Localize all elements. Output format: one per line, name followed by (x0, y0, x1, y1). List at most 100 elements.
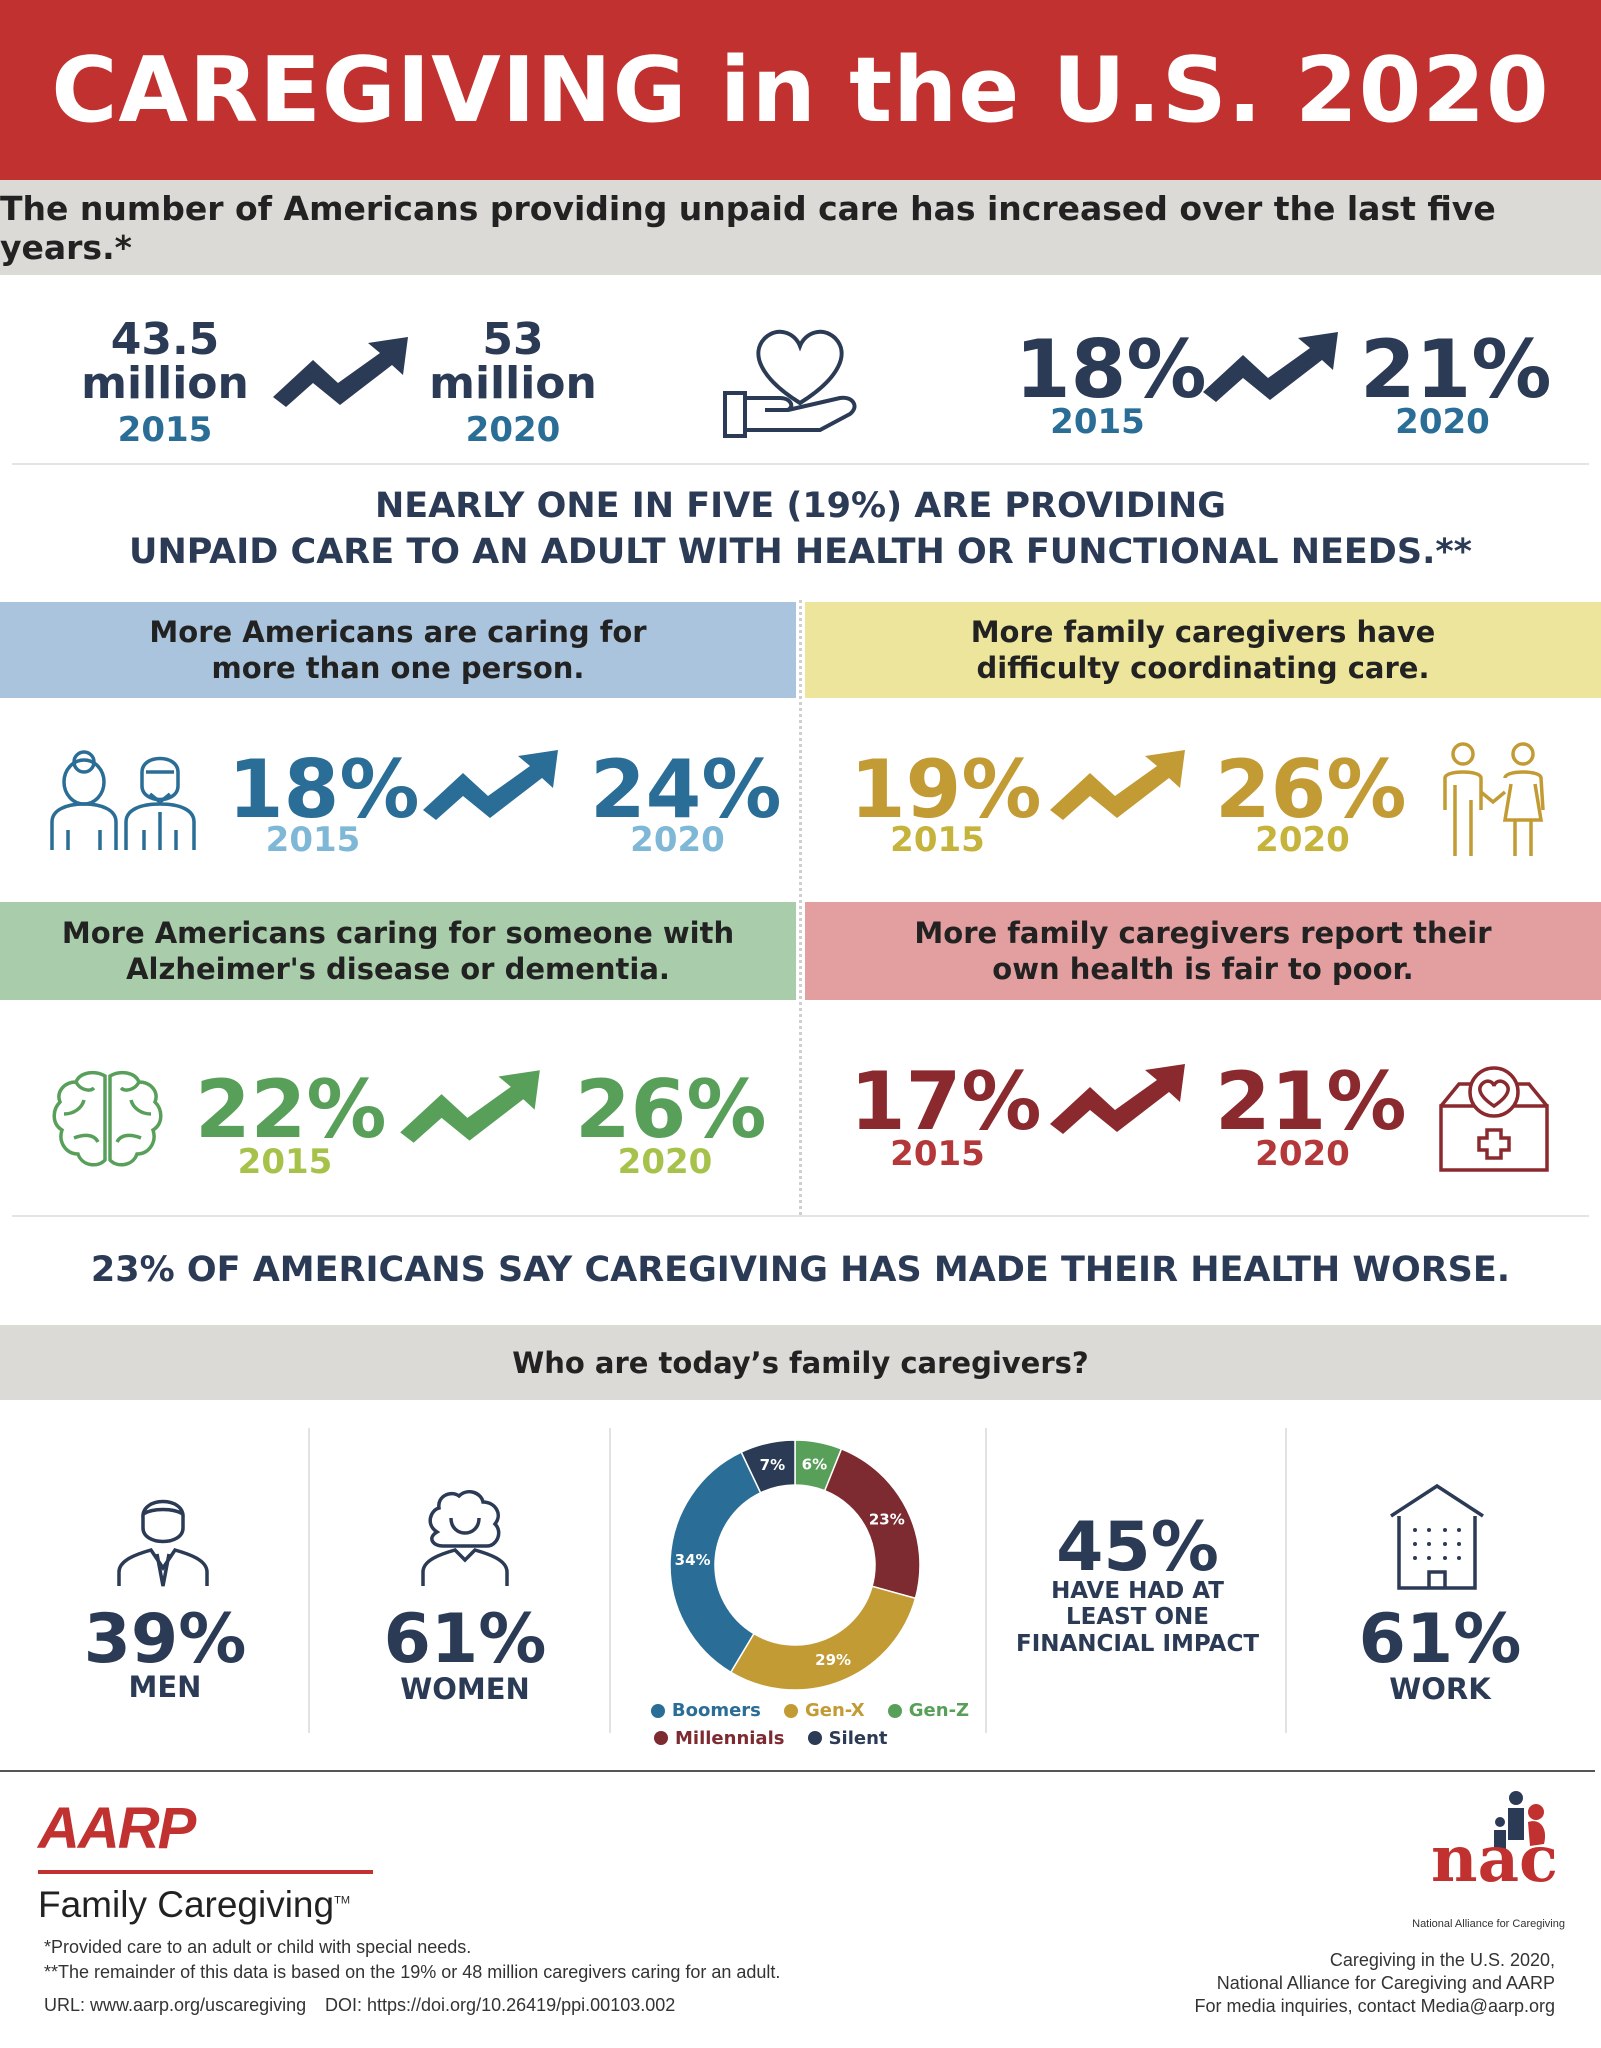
column-divider (609, 1428, 611, 1733)
card1-to-year: 2020 (630, 820, 725, 860)
chart-legend: Boomers Gen-X Gen-Z Millennials Silent (650, 1700, 970, 1749)
card-title-coordinating-care: More family caregivers have difficulty co… (805, 602, 1601, 698)
footer-url: URL: www.aarp.org/uscaregiving (44, 1995, 307, 2015)
subtitle-band: The number of Americans providing unpaid… (0, 180, 1601, 275)
card-title-line: More family caregivers have (970, 614, 1436, 649)
donut-slice-gen-x (729, 1585, 917, 1691)
pct-2020-value: 21% (1360, 323, 1552, 416)
woman-icon (421, 1490, 509, 1586)
man-icon (117, 1499, 209, 1587)
who-heading-band: Who are today’s family caregivers? (0, 1325, 1601, 1400)
holding-hands-icon (1443, 742, 1545, 856)
card4-from-year: 2015 (890, 1134, 985, 1174)
card1-from-value: 18% (228, 743, 420, 836)
count-2020-year: 2020 (465, 410, 561, 450)
divider (12, 463, 1589, 465)
men-pct: 39% (83, 1600, 247, 1679)
card3-to-year: 2020 (617, 1142, 713, 1182)
card1-to-value: 24% (590, 743, 782, 836)
column-divider (985, 1428, 987, 1733)
card-title-line: More Americans caring for someone with (61, 915, 735, 950)
footer-doi: DOI: https://doi.org/10.26419/ppi.00103.… (325, 1995, 676, 2015)
vertical-divider (799, 600, 802, 1215)
statement-line-2: UNPAID CARE TO AN ADULT WITH HEALTH OR F… (129, 531, 1472, 572)
statement-line-1: NEARLY ONE IN FIVE (19%) ARE PROVIDING (374, 486, 1227, 526)
credit-2: National Alliance for Caregiving and AAR… (1216, 1973, 1555, 1993)
trend-arrow-icon (1050, 750, 1185, 820)
aarp-underline (38, 1870, 373, 1874)
card-title-health-fair-poor: More family caregivers report their own h… (805, 902, 1601, 1000)
statement-health-worse: 23% OF AMERICANS SAY CAREGIVING HAS MADE… (90, 1250, 1511, 1290)
men-label: MEN (128, 1670, 202, 1704)
stat-count-2020: 53 million 2020 (418, 318, 608, 451)
aarp-logo: AARP Family CaregivingTM (38, 1800, 373, 1926)
office-building-icon (1390, 1483, 1484, 1590)
footnote-1: *Provided care to an adult or child with… (44, 1937, 472, 1957)
card2-to-year: 2020 (1255, 820, 1350, 860)
donut-label-silent: 7% (760, 1456, 785, 1474)
generation-donut-chart: 6% 23% 29% 34% 7% (669, 1439, 921, 1691)
donut-label-millennials: 23% (869, 1510, 905, 1528)
financial-label: HAVE HAD AT LEAST ONE FINANCIAL IMPACT (1000, 1578, 1275, 1657)
card-title-alzheimers: More Americans caring for someone with Al… (0, 902, 796, 1000)
card3-from-value: 22% (195, 1063, 387, 1156)
card3-from-year: 2015 (237, 1142, 333, 1182)
donut-slice-boomers (669, 1451, 762, 1674)
women-pct: 61% (383, 1600, 547, 1679)
footnote-2: **The remainder of this data is based on… (44, 1962, 781, 1982)
count-2015-unit: million (81, 358, 249, 409)
card-title-line: difficulty coordinating care. (976, 651, 1430, 685)
card1-from-year: 2015 (265, 820, 361, 860)
card-title-line: own health is fair to poor. (992, 952, 1414, 986)
donut-label-gen-x: 29% (815, 1651, 851, 1669)
card2-from-year: 2015 (890, 820, 985, 860)
card-title-line: More family caregivers report their (914, 915, 1492, 950)
financial-pct: 45% (1056, 1508, 1219, 1587)
count-2020-unit: million (429, 358, 597, 409)
count-2015-year: 2015 (117, 410, 213, 450)
donut-label-boomers: 34% (675, 1551, 711, 1569)
financial-line: FINANCIAL IMPACT (1015, 1630, 1260, 1657)
footer-divider (0, 1770, 1595, 1772)
card4-to-value: 21% (1215, 1055, 1407, 1148)
legend-genx: Gen-X (784, 1700, 865, 1721)
nac-wordmark: nac (1431, 1822, 1558, 1897)
trademark: TM (334, 1894, 350, 1907)
divider (12, 1215, 1589, 1217)
trend-arrow-icon (273, 337, 408, 407)
aarp-subtitle: Family Caregiving (38, 1884, 335, 1925)
credit-3: For media inquiries, contact Media@aarp.… (1194, 1996, 1555, 2016)
legend-boomers: Boomers (650, 1700, 761, 1721)
trend-arrow-icon (400, 1070, 540, 1143)
women-label: WOMEN (400, 1672, 530, 1706)
nac-subtitle: National Alliance for Caregiving (1412, 1918, 1565, 1930)
donut-slice-silent (740, 1439, 796, 1494)
count-2015-value: 43.5 (110, 314, 220, 365)
financial-line: HAVE HAD AT (1051, 1578, 1224, 1604)
trend-arrow-icon (1203, 332, 1338, 402)
donut-label-gen-z: 6% (802, 1455, 827, 1473)
card-title-line: more than one person. (211, 651, 585, 685)
card2-from-value: 19% (850, 743, 1042, 836)
statement-one-in-five: NEARLY ONE IN FIVE (19%) ARE PROVIDING U… (0, 484, 1601, 575)
heart-in-hand-icon (723, 329, 857, 438)
legend-genz: Gen-Z (887, 1700, 969, 1721)
medical-kit-icon (1439, 1066, 1549, 1172)
subtitle: The number of Americans providing unpaid… (0, 188, 1496, 267)
work-pct: 61% (1358, 1600, 1522, 1679)
legend-millennials: Millennials (654, 1728, 784, 1749)
stat-count-2015: 43.5 million 2015 (70, 314, 260, 451)
legend-silent: Silent (807, 1728, 888, 1749)
card4-to-year: 2020 (1255, 1134, 1350, 1174)
card4-from-value: 17% (850, 1055, 1042, 1148)
brain-icon (52, 1070, 163, 1167)
column-divider (1285, 1428, 1287, 1733)
aarp-wordmark: AARP (38, 1796, 196, 1861)
card-title-line: More Americans are caring for (149, 614, 647, 649)
who-heading: Who are today’s family caregivers? (512, 1345, 1089, 1380)
pct-2015-year: 2015 (1050, 402, 1145, 442)
nac-figures-icon (1494, 1791, 1546, 1850)
credit-1: Caregiving in the U.S. 2020, (1329, 1950, 1555, 1970)
trend-arrow-icon (1050, 1064, 1185, 1134)
card3-to-value: 26% (575, 1063, 767, 1156)
